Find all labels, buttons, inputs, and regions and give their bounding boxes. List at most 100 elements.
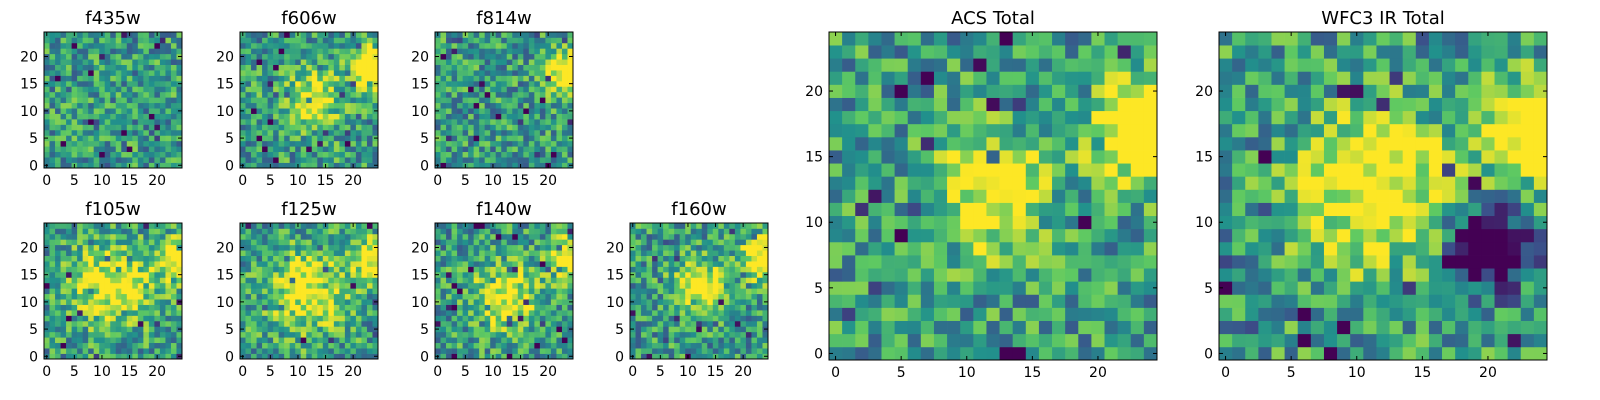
heatmap-cell	[451, 113, 458, 120]
heatmap-cell	[115, 271, 122, 278]
heatmap-cell	[344, 250, 351, 256]
heatmap-cell	[960, 163, 974, 177]
heatmap-cell	[306, 53, 313, 60]
heatmap-cell	[523, 348, 530, 354]
heatmap-cell	[262, 108, 268, 114]
heatmap-cell	[550, 320, 557, 327]
axes-frame	[434, 222, 574, 360]
heatmap-cell	[451, 75, 458, 82]
heatmap-cell	[350, 337, 357, 344]
heatmap-cell	[154, 157, 161, 163]
heatmap-cell	[690, 320, 697, 327]
heatmap-cell	[176, 124, 183, 131]
heatmap-cell	[479, 135, 486, 142]
heatmap-cell	[245, 37, 252, 44]
heatmap-cell	[267, 151, 274, 158]
heatmap-cell	[328, 337, 335, 344]
heatmap-cell	[159, 288, 166, 295]
heatmap-cell	[690, 239, 697, 246]
heatmap-cell	[1130, 163, 1145, 177]
heatmap-cell	[245, 42, 252, 49]
heatmap-cell	[1104, 189, 1118, 203]
heatmap-cell	[366, 75, 373, 82]
heatmap-cell	[1038, 228, 1053, 243]
heatmap-cell	[361, 228, 368, 235]
heatmap-cell	[278, 135, 285, 142]
heatmap-cell	[311, 244, 318, 251]
heatmap-cell	[506, 288, 513, 295]
heatmap-cell	[506, 157, 513, 163]
heatmap-cell	[44, 266, 50, 273]
heatmap-cell	[366, 228, 373, 235]
heatmap-cell	[322, 277, 329, 284]
heatmap-cell	[49, 129, 56, 136]
heatmap-cell	[93, 320, 100, 327]
heatmap-cell	[82, 282, 89, 289]
heatmap-cell	[512, 129, 519, 136]
heatmap-cell	[457, 64, 463, 71]
heatmap-cell	[842, 294, 856, 308]
heatmap-cell	[512, 337, 519, 344]
heatmap-cell	[663, 353, 669, 360]
heatmap-cell	[273, 282, 279, 289]
heatmap-cell	[855, 228, 869, 243]
heatmap-cell	[143, 119, 150, 125]
heatmap-cell	[641, 228, 647, 235]
heatmap-cell	[66, 108, 72, 114]
heatmap-cell	[920, 320, 935, 335]
heatmap-cell	[451, 244, 458, 251]
heatmap-cell	[361, 353, 368, 360]
heatmap-cell	[295, 315, 302, 322]
heatmap-cell	[88, 146, 95, 153]
heatmap-cell	[484, 342, 491, 349]
heatmap-cell	[355, 304, 362, 311]
heatmap-cell	[440, 331, 447, 338]
heatmap-cell	[115, 97, 122, 104]
heatmap-cell	[159, 91, 166, 98]
heatmap-cell	[311, 342, 318, 349]
heatmap-cell	[148, 37, 155, 44]
heatmap-cell	[973, 228, 987, 243]
heatmap-cell	[1025, 320, 1040, 335]
heatmap-cell	[44, 320, 50, 327]
heatmap-cell	[71, 140, 78, 147]
heatmap-cell	[685, 244, 692, 251]
heatmap-cell	[561, 97, 568, 104]
heatmap-cell	[126, 86, 133, 93]
heatmap-cell	[328, 271, 335, 278]
heatmap-cell	[556, 277, 563, 284]
heatmap-cell	[451, 293, 458, 300]
heatmap-cell	[523, 124, 530, 131]
heatmap-cell	[523, 310, 530, 316]
heatmap-cell	[262, 299, 268, 305]
heatmap-cell	[479, 140, 486, 147]
heatmap-cell	[457, 337, 463, 344]
heatmap-cell	[973, 294, 987, 308]
heatmap-cell	[506, 266, 513, 273]
heatmap-cell	[495, 42, 502, 49]
heatmap-cell	[550, 271, 557, 278]
heatmap-cell	[110, 228, 117, 235]
heatmap-cell	[251, 337, 257, 344]
heatmap-cell	[278, 266, 285, 273]
heatmap-cell	[539, 261, 546, 267]
heatmap-cell	[751, 293, 758, 300]
heatmap-cell	[115, 223, 122, 229]
heatmap-cell	[435, 255, 441, 262]
heatmap-cell	[457, 135, 463, 142]
heatmap-cell	[556, 97, 563, 104]
heatmap-cell	[311, 80, 318, 87]
heatmap-cell	[176, 315, 183, 322]
heatmap-cell	[77, 124, 83, 131]
heatmap-cell	[44, 75, 50, 82]
heatmap-cell	[894, 228, 909, 243]
heatmap-cell	[273, 119, 279, 125]
heatmap-cell	[355, 42, 362, 49]
heatmap-cell	[881, 255, 895, 269]
heatmap-cell	[685, 261, 692, 267]
heatmap-cell	[534, 299, 541, 305]
heatmap-cell	[317, 288, 324, 295]
heatmap-cell	[110, 140, 117, 147]
heatmap-cell	[148, 91, 155, 98]
